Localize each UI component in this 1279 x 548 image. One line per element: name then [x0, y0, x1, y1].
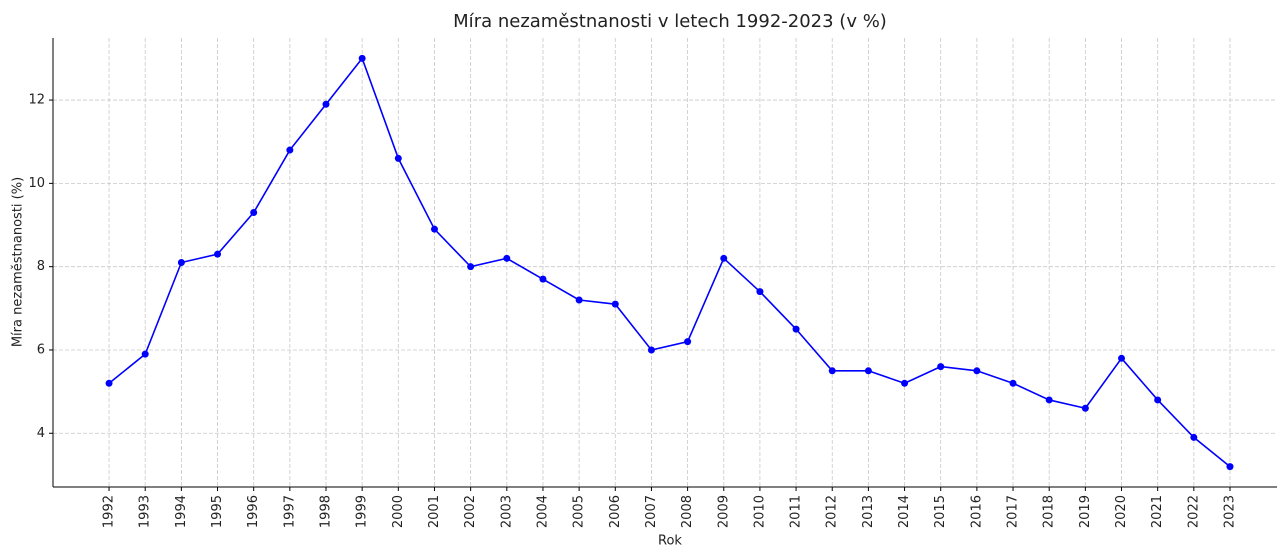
point — [575, 296, 583, 304]
x-tick-label: 1994 — [174, 495, 189, 528]
x-tick-label: 2003 — [499, 495, 514, 528]
x-tick-label: 1995 — [210, 495, 225, 528]
point — [720, 254, 728, 262]
point — [141, 350, 149, 358]
x-tick-label: 2019 — [1078, 495, 1093, 528]
point — [1009, 379, 1017, 387]
y-tick-label: 10 — [28, 176, 45, 191]
x-tick-label: 2010 — [752, 495, 767, 528]
point — [503, 254, 511, 262]
point — [539, 275, 547, 283]
point — [322, 100, 330, 108]
x-tick-label: 2015 — [933, 495, 948, 528]
point — [756, 288, 764, 296]
point — [611, 300, 619, 308]
x-tick-label: 1993 — [138, 495, 153, 528]
x-tick-label: 2012 — [825, 495, 840, 528]
x-tick-label: 2004 — [535, 495, 550, 528]
x-tick-label: 2000 — [391, 495, 406, 528]
y-tick-label: 12 — [28, 93, 45, 108]
point — [1118, 354, 1126, 362]
point — [467, 263, 475, 271]
x-tick-label: 1999 — [355, 495, 370, 528]
x-tick-label: 1997 — [282, 495, 297, 528]
point — [286, 146, 294, 154]
x-tick-label: 2002 — [463, 495, 478, 528]
point — [177, 259, 185, 266]
point — [105, 379, 113, 387]
x-tick-label: 2016 — [969, 495, 984, 528]
point — [1226, 463, 1234, 471]
point — [901, 379, 909, 387]
x-tick-label: 2013 — [861, 495, 876, 528]
x-tick-label: 2005 — [572, 495, 587, 528]
x-tick-label: 2021 — [1150, 495, 1165, 528]
y-tick-label: 6 — [37, 342, 45, 357]
point — [864, 367, 872, 375]
point — [647, 346, 655, 354]
point — [1081, 404, 1089, 412]
point — [358, 54, 366, 62]
chart-title: Míra nezaměstnanosti v letech 1992-2023 … — [453, 11, 887, 32]
point — [1154, 396, 1162, 404]
point — [1190, 433, 1198, 441]
x-tick-label: 2011 — [789, 495, 804, 528]
point — [937, 363, 945, 371]
x-tick-label: 2023 — [1222, 495, 1237, 528]
x-tick-label: 2022 — [1186, 495, 1201, 528]
x-tick-label: 2014 — [897, 495, 912, 528]
x-tick-label: 2018 — [1042, 495, 1057, 528]
point — [250, 209, 258, 217]
point — [214, 250, 222, 258]
point — [394, 154, 402, 162]
x-tick-label: 2006 — [608, 495, 623, 528]
point — [684, 338, 692, 346]
x-tick-label: 2008 — [680, 495, 695, 528]
x-axis-label: Rok — [658, 534, 682, 548]
point — [1045, 396, 1053, 404]
x-tick-label: 1992 — [102, 495, 117, 528]
y-tick-label: 8 — [37, 259, 45, 274]
x-tick-label: 2007 — [644, 495, 659, 528]
point — [792, 325, 800, 333]
x-tick-label: 1998 — [319, 495, 334, 528]
x-tick-label: 2020 — [1114, 495, 1129, 528]
y-axis-label: Míra nezaměstnanosti (%) — [11, 177, 26, 347]
x-tick-label: 2009 — [716, 495, 731, 528]
x-tick-label: 2017 — [1006, 495, 1021, 528]
x-tick-label: 1996 — [246, 495, 261, 528]
x-tick-label: 2001 — [427, 495, 442, 528]
line — [108, 56, 1231, 468]
y-tick-label: 4 — [37, 426, 45, 441]
point — [973, 367, 981, 375]
point — [430, 225, 438, 233]
point — [828, 367, 836, 375]
